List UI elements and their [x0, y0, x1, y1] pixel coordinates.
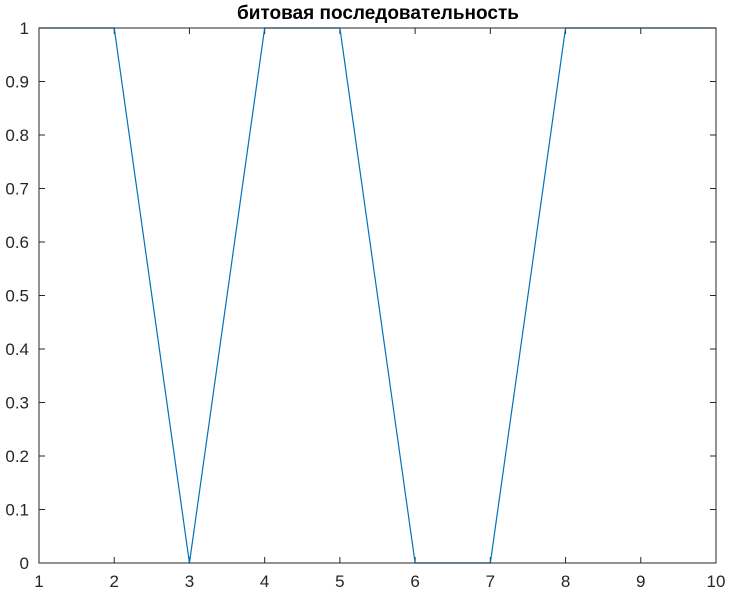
y-tick-label: 0.7	[5, 180, 29, 199]
y-tick-label: 0	[20, 554, 29, 573]
y-tick-label: 0.5	[5, 287, 29, 306]
chart-title: битовая последовательность	[237, 3, 519, 24]
x-tick-label: 8	[561, 572, 570, 591]
x-tick-label: 10	[707, 572, 726, 591]
y-tick-label: 0.3	[5, 394, 29, 413]
plot-area-border	[38, 27, 717, 564]
x-tick-label: 7	[486, 572, 495, 591]
y-tick-label: 0.1	[5, 501, 29, 520]
x-tick-label: 1	[34, 572, 43, 591]
tick-labels: 1 2 3 4 5 6 7 8 9 10 0 0.1 0.2 0.3 0.4 0.5 0.6 0.7 0.8 0.9 1	[5, 19, 725, 591]
x-tick-label: 3	[185, 572, 194, 591]
y-tick-label: 0.4	[5, 340, 29, 359]
y-tick-label: 1	[20, 19, 29, 38]
y-tick-label: 0.8	[5, 126, 29, 145]
y-tick-label: 0.9	[5, 73, 29, 92]
x-tick-label: 6	[410, 572, 419, 591]
x-tick-label: 4	[260, 572, 269, 591]
y-tick-label: 0.2	[5, 447, 29, 466]
x-tick-label: 2	[109, 572, 118, 591]
y-tick-label: 0.6	[5, 233, 29, 252]
x-tick-label: 9	[636, 572, 645, 591]
x-tick-label: 5	[335, 572, 344, 591]
